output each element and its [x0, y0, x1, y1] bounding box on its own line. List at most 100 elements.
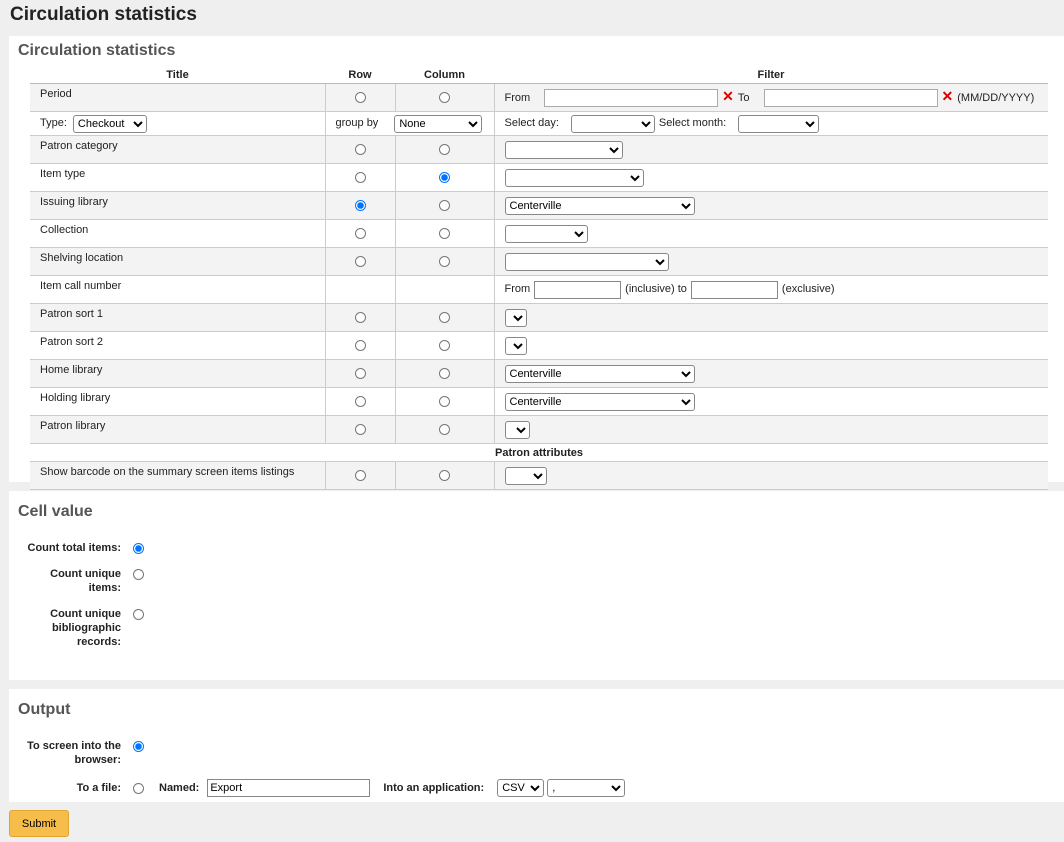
stats-panel: Circulation statistics Title Row Column Filt… — [9, 36, 1064, 490]
radio[interactable] — [354, 340, 366, 352]
row-label: Collection — [30, 219, 325, 248]
row-cell — [324, 387, 395, 416]
radio[interactable] — [354, 172, 366, 184]
row-cell — [324, 331, 395, 360]
select[interactable]: , — [547, 779, 626, 797]
section-heading: Cell value — [18, 503, 93, 520]
radio[interactable] — [354, 368, 366, 380]
select[interactable] — [504, 420, 530, 439]
radio[interactable] — [439, 256, 450, 268]
label: group by — [335, 117, 379, 130]
radio[interactable] — [133, 741, 144, 752]
radio[interactable] — [439, 368, 450, 380]
row: Issuing library Centerville — [30, 191, 1048, 220]
radio[interactable] — [439, 200, 450, 212]
radio[interactable] — [439, 172, 450, 184]
filter-cell — [493, 219, 1048, 248]
radio[interactable] — [354, 256, 366, 268]
radio[interactable] — [133, 569, 144, 580]
option-label: To a file: — [76, 782, 121, 794]
row-label: Holding library — [30, 387, 325, 416]
row: Holding library Centerville — [30, 387, 1048, 416]
filter-cell: Centerville — [493, 359, 1048, 388]
filter-cell: From ✕ To ✕ (MM/DD/YYYY) — [493, 83, 1048, 112]
radio[interactable] — [354, 470, 366, 482]
select[interactable] — [504, 336, 527, 355]
row: Item type — [30, 163, 1048, 192]
filter-cell — [493, 415, 1048, 444]
option-row: To screen into the browser: — [18, 739, 1048, 767]
label: (exclusive) — [781, 283, 835, 296]
select[interactable] — [504, 308, 527, 327]
filter-cell — [493, 163, 1048, 192]
filename-input[interactable] — [207, 779, 371, 797]
radio[interactable] — [439, 144, 450, 156]
select[interactable]: Centerville — [504, 364, 695, 383]
column-cell — [394, 415, 494, 444]
label: From — [504, 283, 531, 296]
select[interactable] — [570, 114, 655, 133]
select[interactable] — [738, 114, 820, 133]
date-input[interactable] — [763, 89, 938, 108]
row: Patron library — [30, 415, 1048, 444]
column-cell — [394, 331, 494, 360]
select[interactable] — [504, 224, 588, 243]
radio[interactable] — [354, 228, 366, 240]
stats-table: Title Row Column Filter Period From ✕ To ✕ (MM/DD… — [30, 66, 1048, 490]
radio[interactable] — [133, 543, 144, 554]
select[interactable]: CSV — [497, 779, 545, 797]
select[interactable] — [504, 466, 547, 485]
radio[interactable] — [439, 92, 450, 104]
radio[interactable] — [133, 609, 144, 620]
label: To — [737, 91, 750, 104]
select[interactable]: Centerville — [504, 196, 695, 215]
row-cell — [324, 191, 395, 220]
output-panel: Output To screen into the browser: To a fi… — [9, 689, 1064, 802]
select[interactable] — [504, 168, 644, 187]
radio[interactable] — [439, 470, 450, 482]
radio[interactable] — [354, 396, 366, 408]
select[interactable]: Centerville — [504, 392, 695, 411]
row: Show barcode on the summary screen items… — [30, 461, 1048, 490]
date-input[interactable] — [544, 89, 719, 108]
column-cell — [394, 275, 494, 304]
column-cell — [394, 387, 494, 416]
radio[interactable] — [354, 200, 366, 212]
radio[interactable] — [439, 424, 450, 436]
radio[interactable] — [354, 92, 366, 104]
text-input[interactable] — [690, 280, 778, 299]
option-label: Count unique bibliographic records: — [50, 608, 121, 648]
radio[interactable] — [133, 782, 144, 794]
radio[interactable] — [439, 228, 450, 240]
radio[interactable] — [439, 312, 450, 324]
column-cell — [394, 461, 494, 490]
row: Patron sort 1 — [30, 303, 1048, 332]
clear[interactable]: ✕ — [941, 87, 954, 104]
text-input[interactable] — [534, 280, 622, 299]
select[interactable] — [504, 140, 623, 159]
column-header: Title — [30, 66, 325, 84]
row-cell — [324, 303, 395, 332]
column-cell — [394, 303, 494, 332]
row-label: Patron library — [30, 415, 325, 444]
clear[interactable]: ✕ — [722, 87, 734, 104]
radio[interactable] — [354, 312, 366, 324]
select[interactable] — [504, 252, 669, 271]
column-cell — [394, 163, 494, 192]
section-heading: Output — [18, 701, 71, 718]
radio[interactable] — [354, 424, 366, 436]
column-header: Filter — [494, 66, 1048, 84]
row: Collection — [30, 219, 1048, 248]
filter-cell — [493, 331, 1048, 360]
select[interactable]: None — [394, 114, 483, 133]
select[interactable]: Checkout — [72, 114, 147, 133]
row-cell — [324, 415, 395, 444]
radio[interactable] — [439, 340, 450, 352]
filter-cell — [493, 247, 1048, 276]
row-cell — [324, 219, 395, 248]
row-label: Issuing library — [30, 191, 325, 220]
submit-button[interactable]: Submit — [9, 810, 69, 837]
radio[interactable] — [354, 144, 366, 156]
radio[interactable] — [439, 396, 450, 408]
